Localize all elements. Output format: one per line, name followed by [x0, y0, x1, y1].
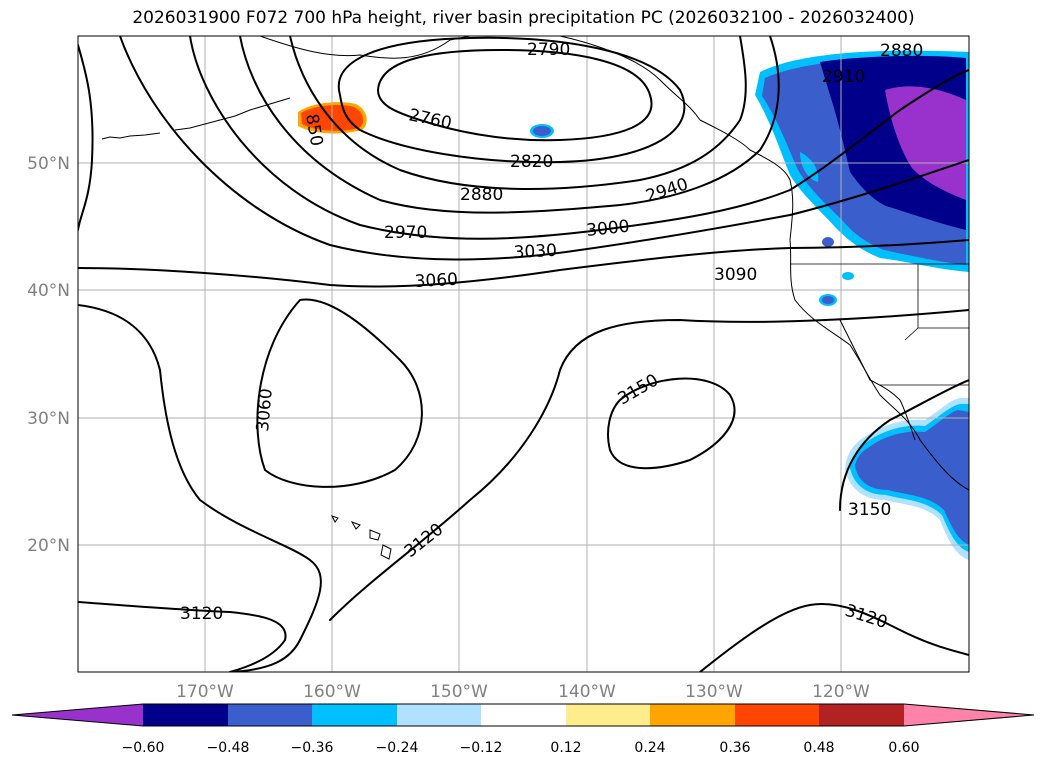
colorbar: −0.60 −0.48 −0.36 −0.24 −0.12 0.12 0.24 … [11, 703, 1035, 756]
lon-label: 170°W [176, 682, 234, 702]
contour-label: 2970 [384, 223, 427, 243]
height-contours [78, 36, 969, 672]
contour-label: 2910 [822, 67, 865, 87]
contour-label: 3150 [848, 500, 891, 520]
colorbar-bin [650, 704, 735, 726]
contour-label: 2880 [460, 185, 503, 205]
colorbar-tick: 0.60 [888, 740, 919, 756]
lat-label: 50°N [27, 154, 70, 174]
contour-label: 3120 [842, 601, 889, 633]
contour-label: 3060 [414, 270, 458, 292]
contour-label: 2790 [527, 40, 570, 60]
map-frame [77, 35, 970, 673]
colorbar-bin [228, 704, 312, 726]
lon-label: 160°W [303, 682, 361, 702]
lat-label: 20°N [27, 536, 70, 556]
precip-shading-mexico [845, 398, 969, 560]
colorbar-bin [312, 704, 397, 726]
colorbar-bin [143, 704, 228, 726]
colorbar-tick: 0.24 [634, 740, 665, 756]
contour-label: 3030 [513, 241, 557, 263]
contour-label: 850 [301, 112, 326, 147]
lon-label: 120°W [812, 682, 870, 702]
colorbar-bin [566, 704, 650, 726]
colorbar-tick: −0.60 [122, 740, 165, 756]
contour-label: 3150 [615, 370, 662, 409]
colorbar-bin [397, 704, 481, 726]
colorbar-tick: −0.12 [460, 740, 503, 756]
contour-label: 2760 [407, 105, 453, 134]
colorbar-tick: −0.36 [291, 740, 334, 756]
contour-label: 2880 [880, 41, 923, 61]
contour-label: 2940 [643, 174, 690, 206]
colorbar-tick: 0.36 [719, 740, 750, 756]
contour-label: 3120 [180, 604, 223, 624]
colorbar-bin [819, 704, 904, 726]
precip-shading-northwest [755, 50, 969, 272]
latitude-labels: 50°N 40°N 30°N 20°N [27, 154, 70, 556]
contour-label: 3060 [253, 388, 277, 433]
colorbar-bin [735, 704, 819, 726]
lat-label: 30°N [27, 409, 70, 429]
colorbar-tick: 0.48 [803, 740, 834, 756]
contour-label: 3090 [714, 265, 757, 285]
longitude-labels: 170°W 160°W 150°W 140°W 130°W 120°W [176, 682, 870, 702]
colorbar-bin [481, 704, 566, 726]
lon-label: 140°W [558, 682, 616, 702]
map-plot-area: 2790 2880 2910 2760 850 2820 2880 2940 2… [78, 36, 969, 672]
colorbar-extend-low [12, 704, 143, 726]
colorbar-outline [11, 703, 1035, 727]
lat-label: 40°N [27, 281, 70, 301]
colorbar-tick: −0.48 [207, 740, 250, 756]
colorbar-extend-high [904, 704, 1034, 726]
lon-label: 130°W [685, 682, 743, 702]
political-borders [790, 263, 969, 386]
colorbar-tick: 0.12 [550, 740, 581, 756]
colorbar-tick: −0.24 [376, 740, 419, 756]
graticule [78, 36, 969, 672]
lon-label: 150°W [430, 682, 488, 702]
contour-label: 3000 [585, 217, 630, 241]
contour-label: 2820 [510, 152, 553, 172]
map-title: 2026031900 F072 700 hPa height, river ba… [132, 8, 915, 28]
